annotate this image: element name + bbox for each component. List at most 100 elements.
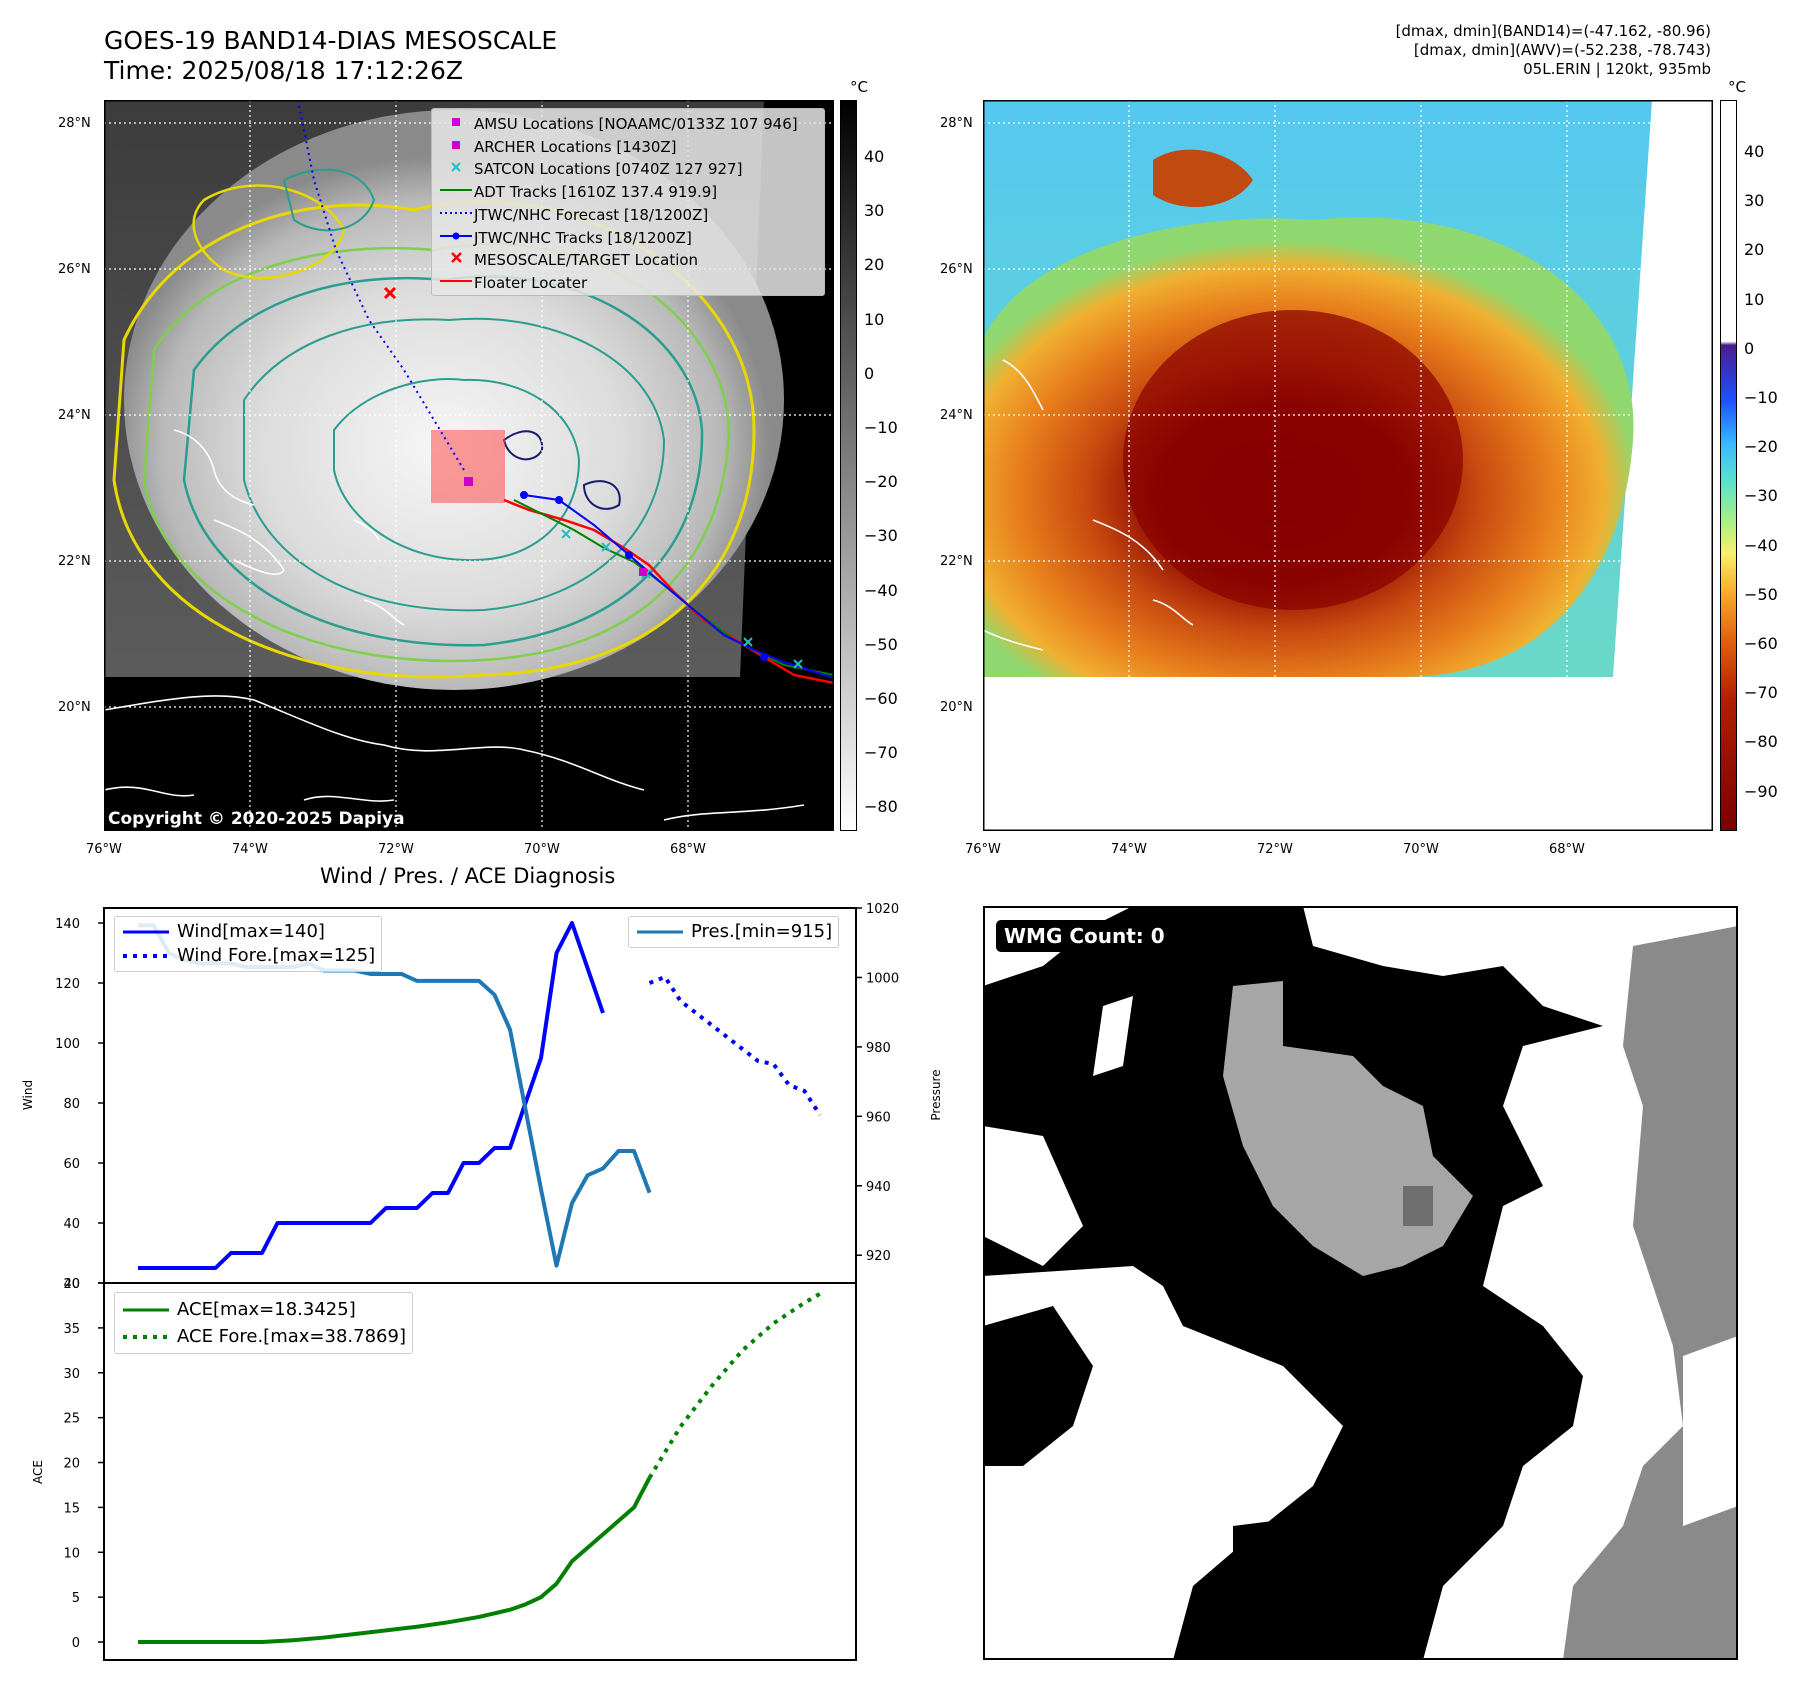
archer-marker: [464, 477, 473, 486]
legend-item: ACE Fore.[max=38.7869]: [121, 1323, 406, 1350]
ace-forecast-legend-icon: [123, 1334, 169, 1339]
colorbar-tick-label: −30: [864, 526, 898, 546]
wmg-dark-eye-core: [1403, 1186, 1433, 1226]
colorbar-tick-label: −70: [1744, 683, 1778, 703]
wind-legend-icon: [123, 930, 169, 934]
lon-label: 72°W: [378, 842, 414, 857]
colorbar-tick-label: 30: [1744, 191, 1765, 211]
lat-label: 22°N: [58, 554, 91, 569]
y-tick-label: 0: [72, 1636, 80, 1651]
y-tick-label: 40: [63, 1217, 80, 1232]
lat-label: 28°N: [940, 116, 973, 131]
legend-item: AMSU Locations [NOAAMC/0133Z 107 946]: [438, 113, 818, 136]
ace-axes-frame: [103, 1282, 857, 1661]
wind-axis-label: Wind: [21, 1080, 35, 1110]
colorbar-tick-label: 40: [1744, 142, 1765, 161]
y2-tick-label: 920: [866, 1249, 891, 1264]
colorbar-tick-label: −60: [864, 689, 898, 708]
legend-item: Wind Fore.[max=125]: [121, 944, 375, 968]
ace-forecast-series-line: [647, 1292, 822, 1479]
diagnosis-title: Wind / Pres. / ACE Diagnosis: [320, 864, 616, 888]
target-legend-icon: [438, 249, 474, 272]
wmg-white-east-hole: [1683, 1336, 1738, 1526]
lon-label: 74°W: [1111, 842, 1147, 857]
legend-item: MESOSCALE/TARGET Location: [438, 249, 818, 272]
map2-frame: [983, 100, 1713, 831]
color-colorbar-unit: °C: [1728, 78, 1746, 96]
legend-item: JTWC/NHC Forecast [18/1200Z]: [438, 204, 818, 227]
colorbar-tick-label: −10: [864, 418, 898, 437]
colorbar-tick-label: −90: [1744, 781, 1778, 801]
pressure-legend: Pres.[min=915]: [628, 916, 840, 948]
floater-legend-icon: [438, 272, 474, 295]
lon-label: 74°W: [232, 842, 268, 857]
ace-yticks: 40 35 30 25 20 15 10 5 0: [63, 1277, 104, 1651]
y2-tick-label: 960: [866, 1110, 891, 1125]
gray-colorbar: [840, 100, 857, 831]
lon-label: 70°W: [1403, 842, 1439, 857]
colorbar-tick-label: 10: [1744, 289, 1765, 309]
wmg-white-hole: [1093, 996, 1133, 1076]
wmg-panel: [983, 906, 1738, 1660]
y-tick-label: 120: [55, 977, 80, 992]
y-tick-label: 80: [63, 1097, 80, 1112]
y2-tick-label: 940: [866, 1180, 891, 1195]
wind-legend: Wind[max=140] Wind Fore.[max=125]: [114, 916, 383, 972]
y-tick-label: 25: [63, 1412, 80, 1427]
colorbar-tick-label: 30: [864, 201, 885, 221]
map2-coastlines: [983, 359, 1194, 651]
colorbar-tick-label: −40: [1744, 535, 1778, 555]
jtwc-track-points: [520, 491, 768, 661]
colorbar-tick-label: 20: [1744, 240, 1765, 260]
legend-item: ADT Tracks [1610Z 137.4 919.9]: [438, 181, 818, 204]
lat-label: 20°N: [58, 700, 91, 715]
ace-legend: ACE[max=18.3425] ACE Fore.[max=38.7869]: [114, 1292, 413, 1354]
ace-series-line: [138, 1476, 652, 1645]
pressure-series-line: [138, 923, 652, 1268]
stats-block: [dmax, dmin](BAND14)=(-47.162, -80.96) […: [1396, 22, 1711, 79]
gray-colorbar-unit: °C: [850, 78, 868, 96]
legend-item: SATCON Locations [0740Z 127 927]: [438, 158, 818, 181]
map2-graticule: [983, 100, 1713, 677]
y-tick-label: 30: [63, 1367, 80, 1382]
lat-label: 26°N: [940, 262, 973, 277]
legend-item: Pres.[min=915]: [635, 920, 832, 944]
colorbar-tick-label: −50: [1744, 584, 1778, 604]
lat-label: 26°N: [58, 262, 91, 277]
pressure-yticks: 1020 1000 980 960 940 920: [856, 902, 899, 1264]
color-colorbar-ticks: 40 30 20 10 0 −10 −20 −30 −40 −50 −60 −70 −80 −90: [1744, 100, 1790, 831]
wmg-black-region-west: [983, 1306, 1093, 1466]
y-tick-label: 100: [55, 1037, 80, 1052]
colorbar-tick-label: −80: [1744, 732, 1778, 752]
colorbar-tick-label: −70: [864, 743, 898, 763]
legend-item: ACE[max=18.3425]: [121, 1296, 406, 1323]
colorbar-tick-label: −20: [864, 472, 898, 492]
lat-label: 24°N: [58, 408, 91, 423]
wmg-count-badge: WMG Count: 0: [996, 920, 1173, 952]
ace-axis-label: ACE: [31, 1460, 45, 1484]
lon-label: 76°W: [965, 842, 1001, 857]
lat-label: 20°N: [940, 700, 973, 715]
wmg-black-patch: [1233, 1521, 1273, 1606]
y-tick-label: 20: [63, 1277, 80, 1292]
colorbar-tick-label: −20: [1744, 437, 1778, 457]
y2-tick-label: 1000: [866, 971, 899, 986]
amsu-legend-icon: [438, 113, 474, 136]
y-tick-label: 10: [63, 1546, 80, 1561]
colorbar-tick-label: −40: [864, 580, 898, 600]
lon-label: 70°W: [524, 842, 560, 857]
map-frame: [104, 100, 834, 831]
map2-lon-labels: 76°W 74°W 72°W 70°W 68°W: [965, 842, 1713, 862]
y2-tick-label: 1020: [866, 902, 899, 917]
stats-line-2: [dmax, dmin](AWV)=(-52.238, -78.743): [1413, 41, 1711, 59]
y-tick-label: 35: [63, 1322, 80, 1337]
colorbar-tick-label: 10: [864, 309, 885, 329]
lat-label: 24°N: [940, 408, 973, 423]
lat-label: 28°N: [58, 116, 91, 131]
y2-tick-label: 980: [866, 1041, 891, 1056]
wmg-frame: [983, 906, 1738, 1660]
amsu-marker: [639, 568, 647, 576]
lon-label: 68°W: [670, 842, 706, 857]
